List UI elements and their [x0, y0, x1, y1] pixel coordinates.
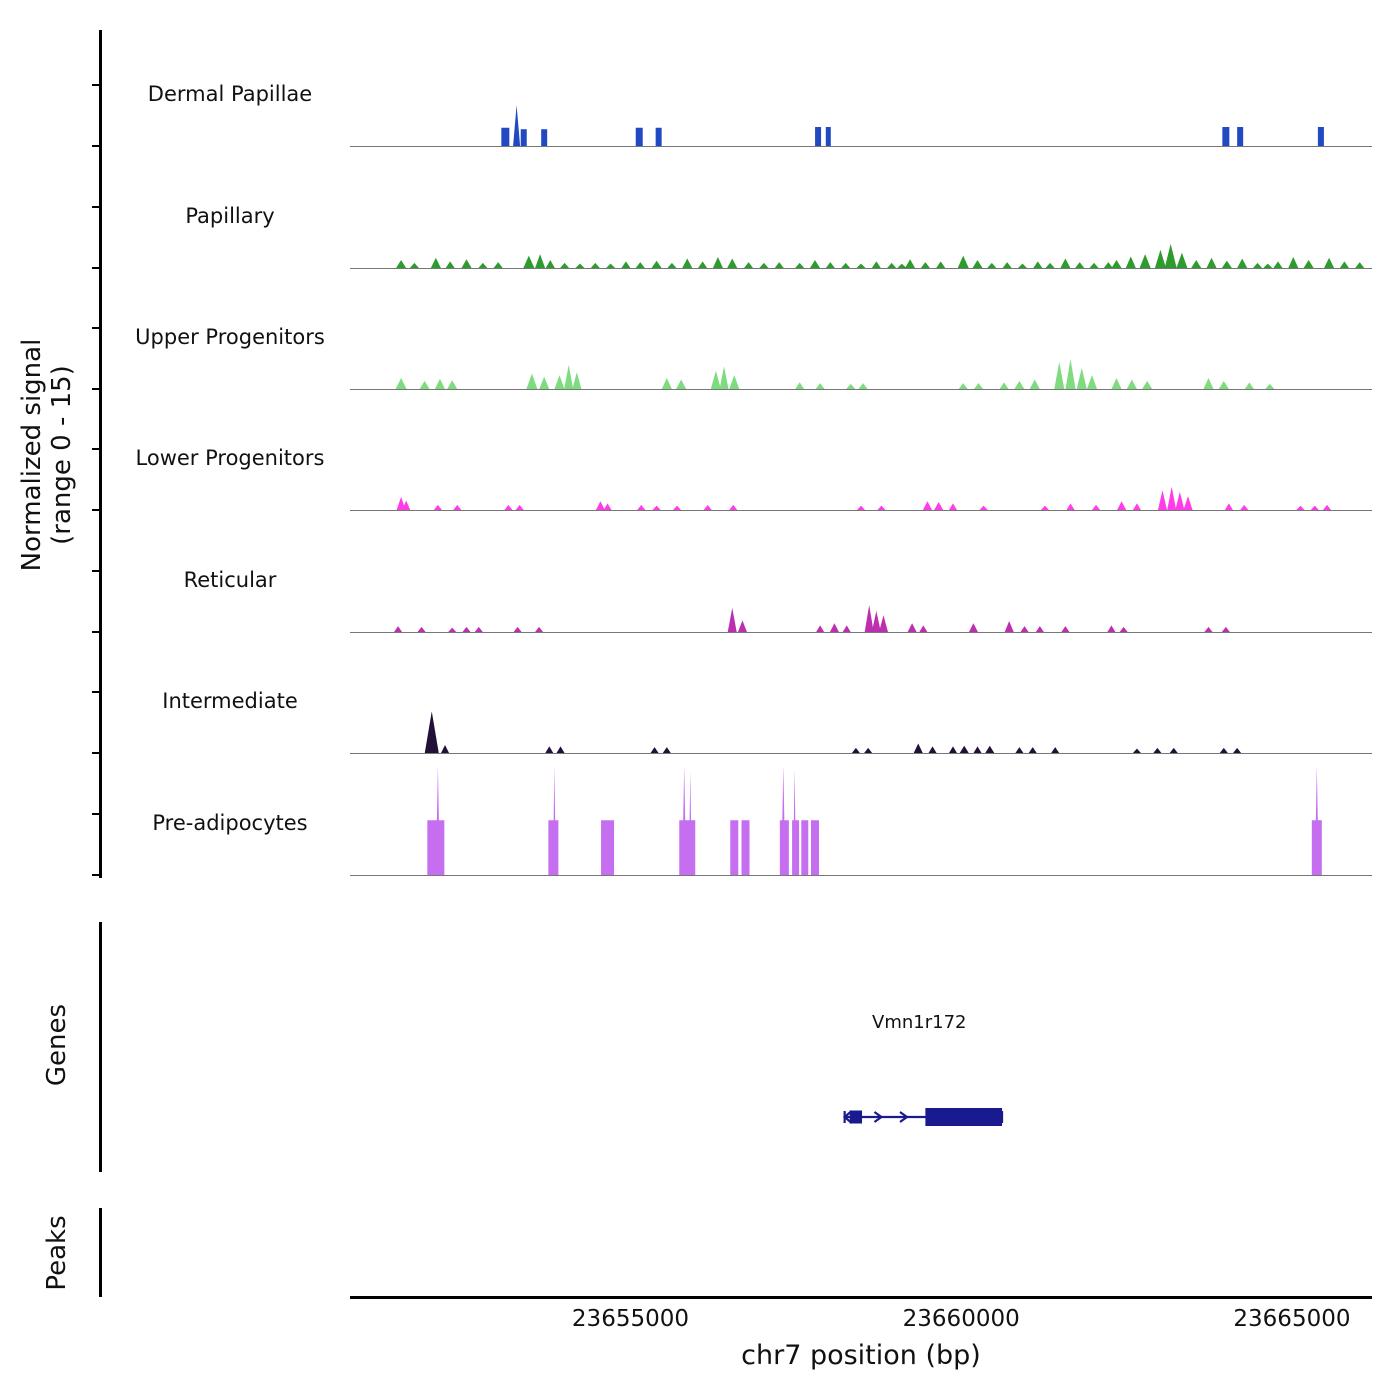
gene-glyph-vmn1r172	[842, 1108, 1004, 1126]
x-axis-tick-label: 23660000	[902, 1306, 1020, 1332]
track-label-upper-progenitors: Upper Progenitors	[135, 325, 325, 349]
track-label-lower-progenitors: Lower Progenitors	[135, 446, 325, 470]
peaks-section-label: Peaks	[42, 1215, 72, 1291]
x-axis-title: chr7 position (bp)	[741, 1340, 981, 1371]
track-signal-pre-adipocytes	[350, 765, 1372, 876]
y-axis-tick	[92, 813, 100, 815]
track-signal-dermal-papillae	[350, 105, 1372, 147]
track-label-dermal-papillae: Dermal Papillae	[147, 82, 313, 106]
y-axis-tick	[92, 509, 100, 511]
y-axis-label-line1: Normalized signal	[17, 338, 47, 572]
peaks-axis-spine	[99, 1208, 102, 1297]
y-axis-tick	[92, 267, 100, 269]
y-axis-tick	[92, 84, 100, 86]
y-axis-tick	[92, 631, 100, 633]
x-axis-tick-label: 23665000	[1233, 1306, 1351, 1332]
track-label-reticular: Reticular	[183, 568, 277, 592]
x-axis-line	[350, 1296, 1372, 1299]
y-axis-tick	[92, 752, 100, 754]
track-signal-lower-progenitors	[350, 486, 1372, 511]
track-label-intermediate: Intermediate	[162, 689, 298, 713]
y-axis-tick	[92, 448, 100, 450]
gene-name-label: Vmn1r172	[872, 1012, 967, 1033]
track-signal-intermediate	[350, 711, 1372, 754]
track-label-pre-adipocytes: Pre-adipocytes	[152, 811, 308, 835]
genes-axis-spine	[99, 922, 102, 1172]
y-axis-tick	[92, 570, 100, 572]
y-axis-tick	[92, 388, 100, 390]
track-label-papillary: Papillary	[185, 204, 275, 228]
track-signal-papillary	[350, 243, 1372, 269]
track-signal-reticular	[350, 604, 1372, 633]
y-axis-tick	[92, 206, 100, 208]
genes-section-label: Genes	[42, 1003, 72, 1087]
y-axis-tick	[92, 145, 100, 147]
y-axis-tick	[92, 327, 100, 329]
signal-axis-spine	[99, 30, 102, 878]
track-signal-upper-progenitors	[350, 359, 1372, 390]
y-axis-tick	[92, 691, 100, 693]
x-axis-tick-label: 23655000	[571, 1306, 689, 1332]
y-axis-tick	[92, 874, 100, 876]
